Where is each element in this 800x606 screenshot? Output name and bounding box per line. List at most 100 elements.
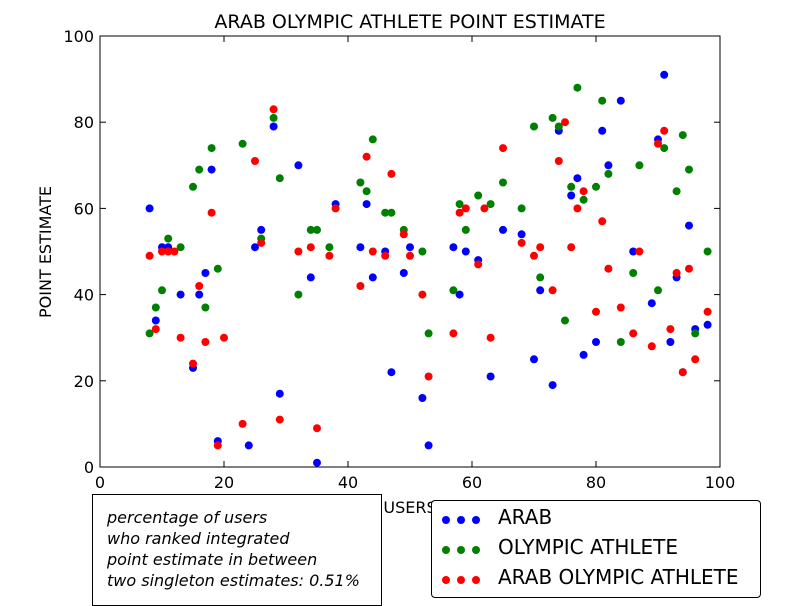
data-point	[647, 299, 656, 308]
data-point	[176, 243, 185, 252]
data-point	[170, 247, 179, 256]
annotation-line: point estimate in between	[107, 550, 318, 569]
data-point	[616, 338, 625, 346]
data-point	[703, 307, 712, 316]
data-point	[629, 269, 638, 277]
data-point	[486, 200, 495, 209]
data-point	[449, 329, 458, 338]
data-point	[418, 247, 427, 256]
data-point	[536, 286, 545, 295]
data-point	[362, 152, 371, 161]
series-arab-olympic-athlete	[145, 105, 712, 450]
legend-label: ARAB OLYMPIC ATHLETE	[498, 565, 739, 589]
data-point	[660, 70, 669, 79]
data-point	[598, 217, 607, 226]
data-point	[313, 424, 321, 433]
data-point	[592, 182, 600, 191]
data-point	[561, 118, 569, 127]
data-point	[554, 122, 563, 131]
data-point	[325, 251, 334, 260]
data-point	[238, 139, 247, 148]
data-point	[269, 105, 278, 114]
y-tick-label: 80	[74, 113, 94, 132]
data-point	[554, 157, 563, 165]
data-point	[598, 126, 607, 135]
data-point	[399, 269, 408, 277]
data-point	[616, 96, 625, 105]
data-point	[548, 286, 557, 295]
data-point	[598, 96, 607, 105]
legend: ARAB OLYMPIC ATHLETE ARAB OLYMPIC ATHLET…	[431, 500, 761, 598]
data-point	[195, 290, 204, 299]
plot-area	[100, 36, 720, 467]
data-point	[424, 329, 433, 338]
data-point	[207, 208, 216, 217]
data-point	[461, 225, 470, 234]
data-point	[145, 251, 154, 260]
legend-marker-icon	[442, 516, 482, 524]
data-point	[306, 243, 315, 252]
data-point	[461, 204, 470, 213]
data-point	[368, 247, 377, 256]
data-point	[666, 338, 675, 346]
annotation-line: percentage of users	[107, 508, 268, 527]
y-tick-label: 60	[74, 199, 94, 218]
data-point	[387, 169, 396, 178]
legend-marker-icon	[442, 576, 482, 584]
data-point	[220, 333, 228, 342]
data-point	[660, 144, 669, 153]
data-point	[604, 264, 613, 273]
data-point	[257, 238, 266, 247]
data-point	[201, 269, 210, 277]
data-point	[660, 126, 669, 135]
data-point	[406, 251, 414, 260]
data-point	[313, 458, 321, 467]
data-point	[257, 225, 266, 234]
data-point	[424, 372, 433, 381]
data-point	[306, 273, 315, 282]
x-axis-label: USERS	[383, 498, 436, 517]
data-point	[654, 286, 662, 295]
data-point	[151, 316, 160, 325]
data-point	[499, 144, 507, 153]
data-point	[517, 204, 526, 213]
data-point	[672, 269, 681, 277]
data-point	[238, 419, 247, 428]
data-point	[573, 174, 582, 183]
data-point	[654, 139, 662, 148]
data-point	[536, 273, 545, 282]
x-tick-label: 0	[95, 473, 105, 492]
data-point	[672, 187, 681, 196]
x-tick-label: 20	[214, 473, 234, 492]
data-point	[486, 372, 495, 381]
data-point	[381, 208, 390, 217]
data-point	[207, 165, 216, 174]
legend-item-arab: ARAB	[432, 503, 760, 533]
y-tick-label: 100	[63, 27, 94, 46]
y-tick-label: 0	[84, 458, 94, 477]
data-point	[455, 208, 464, 217]
y-axis-label: POINT ESTIMATE	[36, 186, 55, 318]
data-point	[368, 273, 377, 282]
data-point	[356, 178, 365, 187]
data-point	[616, 303, 625, 312]
data-point	[678, 131, 687, 140]
data-point	[269, 113, 278, 122]
data-point	[151, 325, 160, 334]
data-point	[275, 415, 284, 424]
data-point	[145, 204, 154, 213]
data-point	[213, 441, 222, 450]
data-point	[461, 247, 470, 256]
data-point	[486, 333, 495, 342]
data-point	[635, 247, 644, 256]
data-point	[189, 359, 197, 368]
data-point	[164, 247, 173, 256]
data-point	[356, 282, 365, 290]
data-point	[356, 243, 365, 252]
data-point	[474, 191, 483, 200]
x-tick-label: 80	[586, 473, 606, 492]
data-point	[244, 441, 253, 450]
annotation-line: two singleton estimates: 0.51%	[107, 571, 360, 590]
data-point	[548, 113, 557, 122]
data-point	[195, 282, 204, 290]
